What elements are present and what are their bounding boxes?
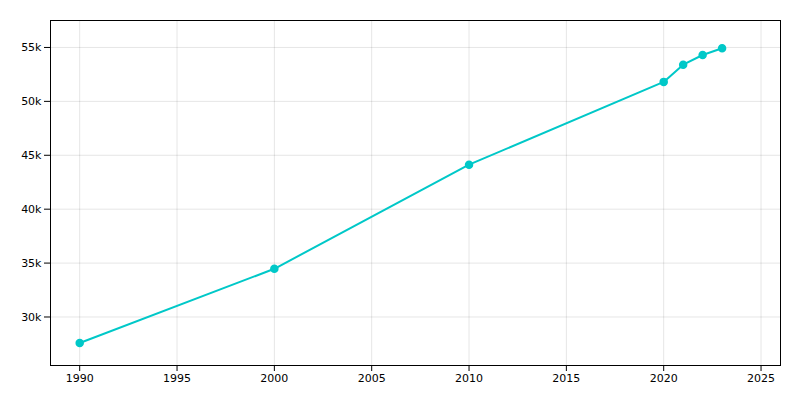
svg-text:2010: 2010 xyxy=(455,372,483,385)
svg-text:2025: 2025 xyxy=(747,372,775,385)
svg-text:2020: 2020 xyxy=(650,372,678,385)
svg-text:55k: 55k xyxy=(21,41,42,54)
svg-text:2005: 2005 xyxy=(358,372,386,385)
svg-text:1990: 1990 xyxy=(66,372,94,385)
svg-text:45k: 45k xyxy=(21,149,42,162)
svg-text:2015: 2015 xyxy=(552,372,580,385)
svg-text:40k: 40k xyxy=(21,203,42,216)
svg-text:2000: 2000 xyxy=(260,372,288,385)
svg-text:35k: 35k xyxy=(21,257,42,270)
svg-text:1995: 1995 xyxy=(163,372,191,385)
svg-text:50k: 50k xyxy=(21,95,42,108)
svg-text:30k: 30k xyxy=(21,311,42,324)
